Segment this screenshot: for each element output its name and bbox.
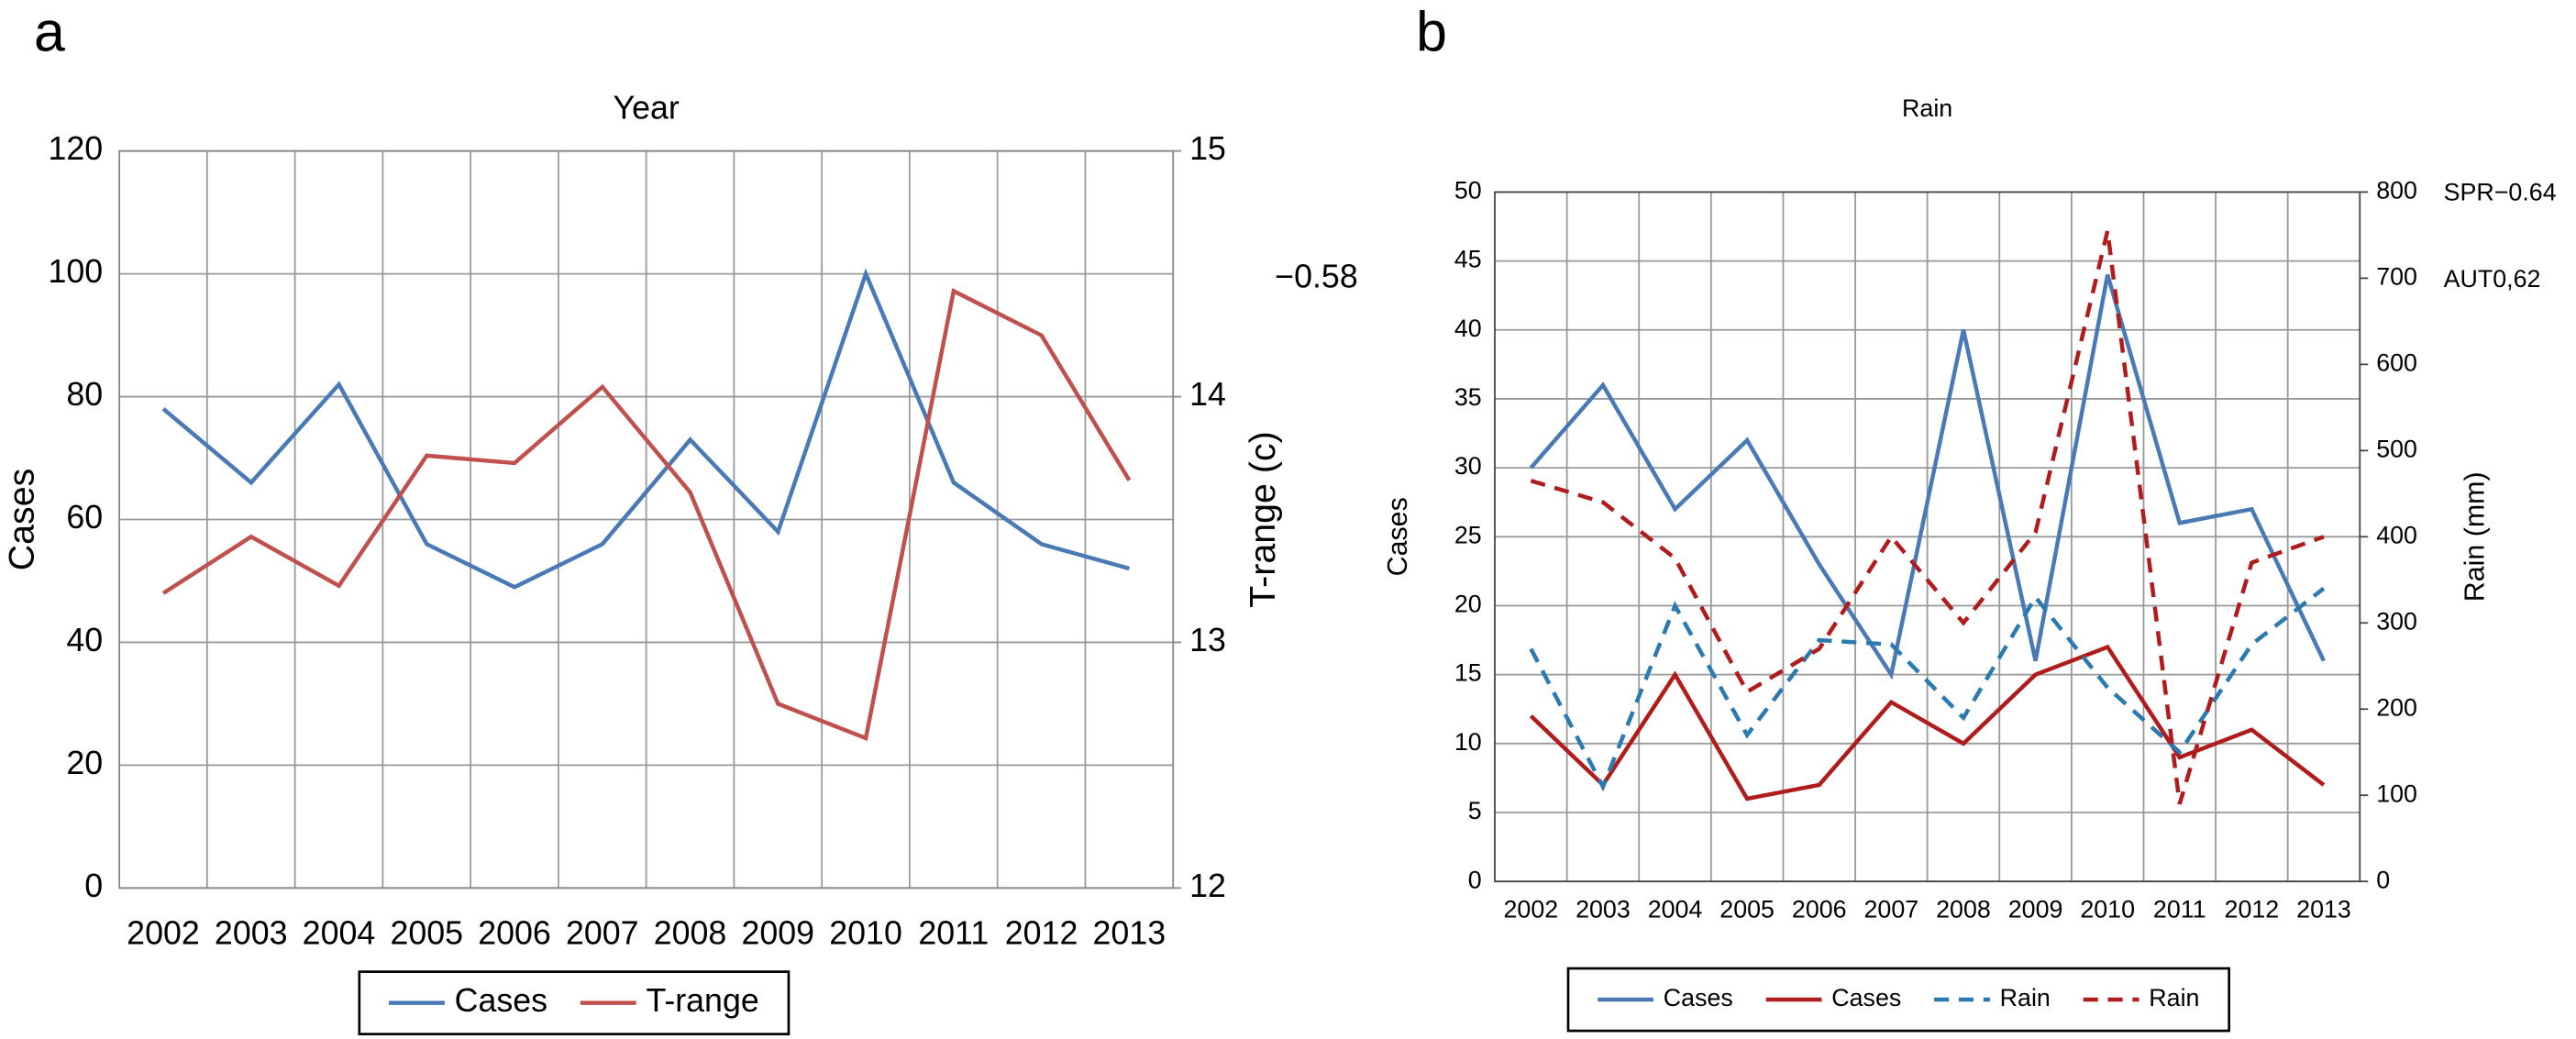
x-tick-label: 2013 <box>1093 915 1166 952</box>
y2-axis-title: Rain (mm) <box>2459 471 2490 602</box>
annotation: AUT0,62 <box>2444 265 2541 293</box>
series-line <box>1529 644 2326 801</box>
x-tick-label: 2010 <box>829 915 902 952</box>
annotation: SPR−0.64 <box>2444 178 2557 205</box>
series-line <box>1529 586 2326 792</box>
legend: Cases Cases Rain Rain <box>1566 967 2231 1033</box>
x-tick-label: 2012 <box>2225 895 2280 923</box>
x-tick-label: 2008 <box>654 915 727 952</box>
series-line <box>1529 274 2326 680</box>
x-tick-label: 2006 <box>1792 895 1847 923</box>
y2-tick-label: 500 <box>2376 435 2417 462</box>
y-tick-label: 25 <box>1454 521 1482 548</box>
y2-tick-label: 13 <box>1189 622 1226 658</box>
x-tick-label: 2012 <box>1005 915 1078 952</box>
y2-tick-label: 200 <box>2376 693 2417 721</box>
x-tick-label: 2004 <box>1648 895 1703 923</box>
y-tick-label: 40 <box>1454 315 1482 342</box>
x-tick-label: 2007 <box>566 915 639 952</box>
series-line <box>161 288 1132 741</box>
x-tick-label: 2009 <box>741 915 814 952</box>
x-tick-label: 2009 <box>2008 895 2063 923</box>
legend-label: Cases <box>455 982 547 1019</box>
series-line <box>1530 230 2325 805</box>
y2-tick-label: 800 <box>2376 177 2417 204</box>
legend-label: T-range <box>646 982 758 1019</box>
y-tick-label: 60 <box>66 499 103 536</box>
chart-title: Rain <box>1902 94 1952 122</box>
panel-label: b <box>1416 0 1447 62</box>
y-tick-label: 40 <box>66 622 103 658</box>
y2-tick-label: 600 <box>2376 348 2417 376</box>
x-tick-label: 2010 <box>2080 895 2135 923</box>
x-tick-label: 2013 <box>2296 895 2351 923</box>
series-line <box>161 268 1131 590</box>
y-tick-label: 50 <box>1454 177 1482 204</box>
y2-tick-label: 14 <box>1189 376 1226 413</box>
chart-title: Year <box>614 89 680 126</box>
legend-label: Rain <box>2149 984 2199 1011</box>
y-tick-label: 15 <box>1454 659 1482 687</box>
y2-tick-label: 0 <box>2376 866 2390 893</box>
x-tick-label: 2007 <box>1864 895 1919 923</box>
y-tick-label: 20 <box>66 745 103 781</box>
x-tick-label: 2011 <box>2153 895 2206 923</box>
x-tick-label: 2006 <box>478 915 551 952</box>
y-tick-label: 100 <box>48 253 103 290</box>
x-tick-label: 2003 <box>215 915 288 952</box>
y-tick-label: 5 <box>1468 797 1482 824</box>
y-tick-label: 10 <box>1454 728 1482 756</box>
x-tick-label: 2008 <box>1936 895 1991 923</box>
y-tick-label: 35 <box>1454 383 1482 411</box>
x-tick-label: 2002 <box>127 915 200 952</box>
x-tick-label: 2004 <box>303 915 376 952</box>
x-tick-label: 2011 <box>918 915 989 952</box>
y-tick-label: 0 <box>84 868 103 904</box>
y2-tick-label: 15 <box>1189 130 1226 167</box>
x-tick-label: 2003 <box>1575 895 1631 923</box>
panel-label: a <box>34 0 65 62</box>
y2-tick-label: 12 <box>1189 868 1226 904</box>
y-tick-label: 45 <box>1454 246 1482 273</box>
y2-tick-label: 700 <box>2376 262 2417 290</box>
x-tick-label: 2002 <box>1503 895 1558 923</box>
x-tick-label: 2005 <box>390 915 463 952</box>
y-axis-title: Cases <box>1382 497 1413 576</box>
legend-label: Rain <box>2000 984 2051 1011</box>
y-axis-title: Cases <box>2 469 42 571</box>
y2-tick-label: 100 <box>2376 779 2417 807</box>
y2-tick-label: 300 <box>2376 607 2417 635</box>
x-tick-label: 2005 <box>1719 895 1774 923</box>
y2-tick-label: 400 <box>2376 521 2417 548</box>
legend: Cases T-range <box>358 970 790 1035</box>
legend-label: Cases <box>1664 984 1733 1011</box>
annotation: −0.58 <box>1275 259 1358 295</box>
legend-label: Cases <box>1831 984 1901 1011</box>
y-tick-label: 0 <box>1468 866 1482 893</box>
y2-axis-title: T-range (c) <box>1243 431 1283 607</box>
y-tick-label: 80 <box>66 376 103 413</box>
y-tick-label: 120 <box>48 130 103 167</box>
y-tick-label: 20 <box>1454 591 1482 618</box>
plot-border <box>118 149 1175 890</box>
y-tick-label: 30 <box>1454 452 1482 480</box>
